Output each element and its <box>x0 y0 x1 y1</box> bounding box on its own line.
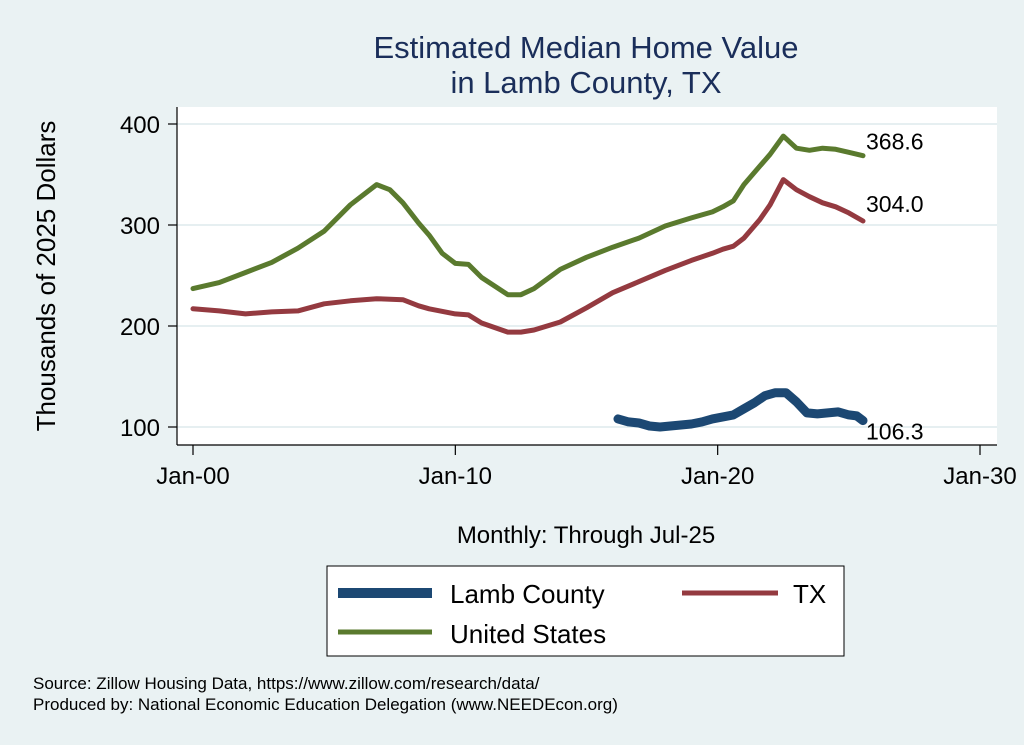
chart-title: Estimated Median Home Value <box>373 30 798 65</box>
legend-box <box>326 565 845 657</box>
legend-label-lamb-county: Lamb County <box>450 579 605 609</box>
end-label-tx: 304.0 <box>866 191 924 217</box>
series-line-tx <box>190 177 866 335</box>
legend-label-tx: TX <box>793 579 826 609</box>
y-ticks: 100 200 300 400 <box>120 112 177 442</box>
x-tick-label: Jan-10 <box>419 463 492 490</box>
source-note: Source: Zillow Housing Data, https://www… <box>33 674 540 693</box>
x-tick-label: Jan-30 <box>943 463 1016 490</box>
y-tick-label: 300 <box>120 213 160 240</box>
gridlines <box>177 123 997 428</box>
x-tick-label: Jan-20 <box>681 463 754 490</box>
end-label-united-states: 368.6 <box>866 129 924 155</box>
x-ticks: Jan-00 Jan-10 Jan-20 Jan-30 <box>156 445 1017 490</box>
end-labels: 368.6 304.0 106.3 <box>866 129 924 445</box>
producer-note: Produced by: National Economic Education… <box>33 695 618 714</box>
y-tick-label: 100 <box>120 415 160 442</box>
y-tick-label: 200 <box>120 314 160 341</box>
y-tick-label: 400 <box>120 112 160 139</box>
series-line-lamb-county <box>613 388 868 432</box>
y-axis-title: Thousands of 2025 Dollars <box>31 121 61 432</box>
end-label-lamb-county: 106.3 <box>866 419 924 445</box>
legend-label-united-states: United States <box>450 619 606 649</box>
plot-area <box>177 107 997 445</box>
series-layer <box>190 133 868 432</box>
legend: Lamb County TX United States <box>326 565 845 657</box>
chart-subtitle: in Lamb County, TX <box>450 65 721 100</box>
series-line-united-states <box>190 133 866 298</box>
x-axis-title: Monthly: Through Jul-25 <box>457 522 715 549</box>
x-tick-label: Jan-00 <box>156 463 229 490</box>
